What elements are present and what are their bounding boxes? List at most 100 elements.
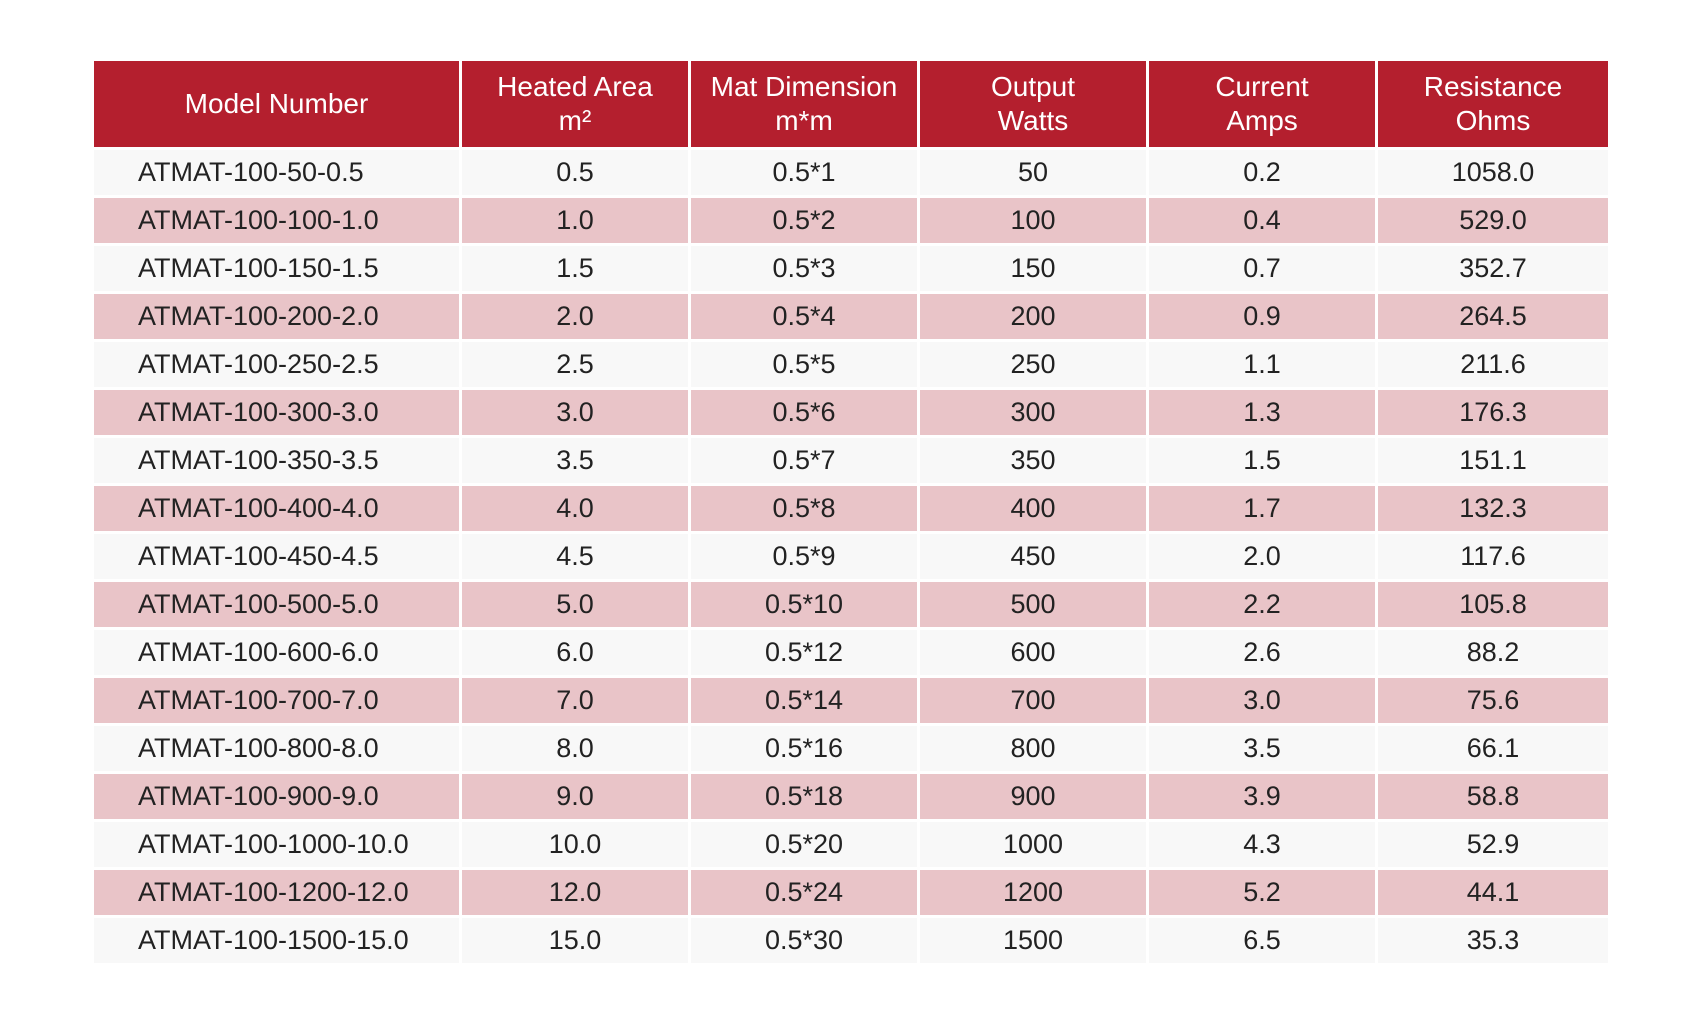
- cell-output-watts: 50: [920, 150, 1146, 195]
- cell-heated-area: 1.5: [462, 246, 688, 291]
- cell-output-watts: 300: [920, 390, 1146, 435]
- cell-resistance-ohms: 352.7: [1378, 246, 1608, 291]
- cell-heated-area: 2.0: [462, 294, 688, 339]
- cell-resistance-ohms: 58.8: [1378, 774, 1608, 819]
- cell-model-number: ATMAT-100-500-5.0: [94, 582, 459, 627]
- table-row: ATMAT-100-1200-12.0 12.0 0.5*24 1200 5.2 44.1: [94, 870, 1608, 915]
- header-unit: Watts: [997, 105, 1069, 136]
- cell-resistance-ohms: 88.2: [1378, 630, 1608, 675]
- cell-model-number: ATMAT-100-450-4.5: [94, 534, 459, 579]
- cell-output-watts: 1500: [920, 918, 1146, 963]
- cell-mat-dimension: 0.5*7: [691, 438, 917, 483]
- table-body: ATMAT-100-50-0.5 0.5 0.5*1 50 0.2 1058.0 ATMAT…: [94, 150, 1608, 963]
- cell-output-watts: 100: [920, 198, 1146, 243]
- cell-output-watts: 1000: [920, 822, 1146, 867]
- cell-model-number: ATMAT-100-300-3.0: [94, 390, 459, 435]
- cell-mat-dimension: 0.5*1: [691, 150, 917, 195]
- cell-heated-area: 10.0: [462, 822, 688, 867]
- cell-mat-dimension: 0.5*5: [691, 342, 917, 387]
- cell-current-amps: 1.7: [1149, 486, 1375, 531]
- cell-resistance-ohms: 529.0: [1378, 198, 1608, 243]
- cell-heated-area: 12.0: [462, 870, 688, 915]
- cell-output-watts: 350: [920, 438, 1146, 483]
- header-row: Model Number Heated Area m² Mat Dimensio…: [94, 61, 1608, 147]
- cell-output-watts: 150: [920, 246, 1146, 291]
- table-row: ATMAT-100-200-2.0 2.0 0.5*4 200 0.9 264.5: [94, 294, 1608, 339]
- cell-mat-dimension: 0.5*14: [691, 678, 917, 723]
- table-row: ATMAT-100-300-3.0 3.0 0.5*6 300 1.3 176.3: [94, 390, 1608, 435]
- header-label: Resistance: [1423, 71, 1563, 102]
- header-label: Output: [990, 71, 1076, 102]
- header-unit: Ohms: [1455, 105, 1531, 136]
- cell-heated-area: 4.0: [462, 486, 688, 531]
- cell-resistance-ohms: 264.5: [1378, 294, 1608, 339]
- cell-model-number: ATMAT-100-100-1.0: [94, 198, 459, 243]
- cell-resistance-ohms: 75.6: [1378, 678, 1608, 723]
- table-row: ATMAT-100-500-5.0 5.0 0.5*10 500 2.2 105.8: [94, 582, 1608, 627]
- header-label: Heated Area: [497, 71, 653, 102]
- header-resistance: Resistance Ohms: [1378, 61, 1608, 147]
- cell-resistance-ohms: 132.3: [1378, 486, 1608, 531]
- cell-output-watts: 250: [920, 342, 1146, 387]
- cell-current-amps: 1.1: [1149, 342, 1375, 387]
- cell-mat-dimension: 0.5*9: [691, 534, 917, 579]
- cell-current-amps: 0.7: [1149, 246, 1375, 291]
- cell-model-number: ATMAT-100-350-3.5: [94, 438, 459, 483]
- header-current: Current Amps: [1149, 61, 1375, 147]
- cell-model-number: ATMAT-100-900-9.0: [94, 774, 459, 819]
- header-label: Current: [1215, 71, 1309, 102]
- cell-mat-dimension: 0.5*8: [691, 486, 917, 531]
- cell-mat-dimension: 0.5*12: [691, 630, 917, 675]
- cell-current-amps: 3.9: [1149, 774, 1375, 819]
- header-heated-area: Heated Area m²: [462, 61, 688, 147]
- cell-resistance-ohms: 176.3: [1378, 390, 1608, 435]
- cell-output-watts: 700: [920, 678, 1146, 723]
- table-row: ATMAT-100-50-0.5 0.5 0.5*1 50 0.2 1058.0: [94, 150, 1608, 195]
- cell-model-number: ATMAT-100-700-7.0: [94, 678, 459, 723]
- cell-resistance-ohms: 105.8: [1378, 582, 1608, 627]
- cell-model-number: ATMAT-100-1500-15.0: [94, 918, 459, 963]
- cell-output-watts: 1200: [920, 870, 1146, 915]
- table-row: ATMAT-100-250-2.5 2.5 0.5*5 250 1.1 211.6: [94, 342, 1608, 387]
- cell-output-watts: 200: [920, 294, 1146, 339]
- cell-resistance-ohms: 117.6: [1378, 534, 1608, 579]
- cell-model-number: ATMAT-100-200-2.0: [94, 294, 459, 339]
- cell-current-amps: 0.4: [1149, 198, 1375, 243]
- header-output: Output Watts: [920, 61, 1146, 147]
- cell-heated-area: 15.0: [462, 918, 688, 963]
- cell-current-amps: 3.5: [1149, 726, 1375, 771]
- cell-mat-dimension: 0.5*10: [691, 582, 917, 627]
- cell-heated-area: 6.0: [462, 630, 688, 675]
- table-row: ATMAT-100-600-6.0 6.0 0.5*12 600 2.6 88.2: [94, 630, 1608, 675]
- cell-resistance-ohms: 35.3: [1378, 918, 1608, 963]
- cell-current-amps: 5.2: [1149, 870, 1375, 915]
- cell-mat-dimension: 0.5*3: [691, 246, 917, 291]
- table-row: ATMAT-100-1000-10.0 10.0 0.5*20 1000 4.3 52.9: [94, 822, 1608, 867]
- spec-table: Model Number Heated Area m² Mat Dimensio…: [91, 58, 1611, 966]
- cell-heated-area: 3.5: [462, 438, 688, 483]
- cell-model-number: ATMAT-100-250-2.5: [94, 342, 459, 387]
- cell-model-number: ATMAT-100-1000-10.0: [94, 822, 459, 867]
- cell-model-number: ATMAT-100-400-4.0: [94, 486, 459, 531]
- cell-current-amps: 3.0: [1149, 678, 1375, 723]
- cell-current-amps: 0.9: [1149, 294, 1375, 339]
- header-unit: m²: [558, 105, 592, 136]
- cell-current-amps: 1.3: [1149, 390, 1375, 435]
- cell-heated-area: 8.0: [462, 726, 688, 771]
- cell-current-amps: 4.3: [1149, 822, 1375, 867]
- header-unit: Amps: [1226, 105, 1298, 136]
- header-label: Mat Dimension: [710, 71, 898, 102]
- cell-current-amps: 6.5: [1149, 918, 1375, 963]
- cell-current-amps: 0.2: [1149, 150, 1375, 195]
- cell-heated-area: 9.0: [462, 774, 688, 819]
- cell-mat-dimension: 0.5*20: [691, 822, 917, 867]
- cell-mat-dimension: 0.5*6: [691, 390, 917, 435]
- header-unit: m*m: [775, 105, 833, 136]
- table-row: ATMAT-100-350-3.5 3.5 0.5*7 350 1.5 151.1: [94, 438, 1608, 483]
- cell-mat-dimension: 0.5*24: [691, 870, 917, 915]
- cell-heated-area: 1.0: [462, 198, 688, 243]
- header-model-number: Model Number: [94, 61, 459, 147]
- cell-model-number: ATMAT-100-150-1.5: [94, 246, 459, 291]
- cell-current-amps: 1.5: [1149, 438, 1375, 483]
- cell-model-number: ATMAT-100-1200-12.0: [94, 870, 459, 915]
